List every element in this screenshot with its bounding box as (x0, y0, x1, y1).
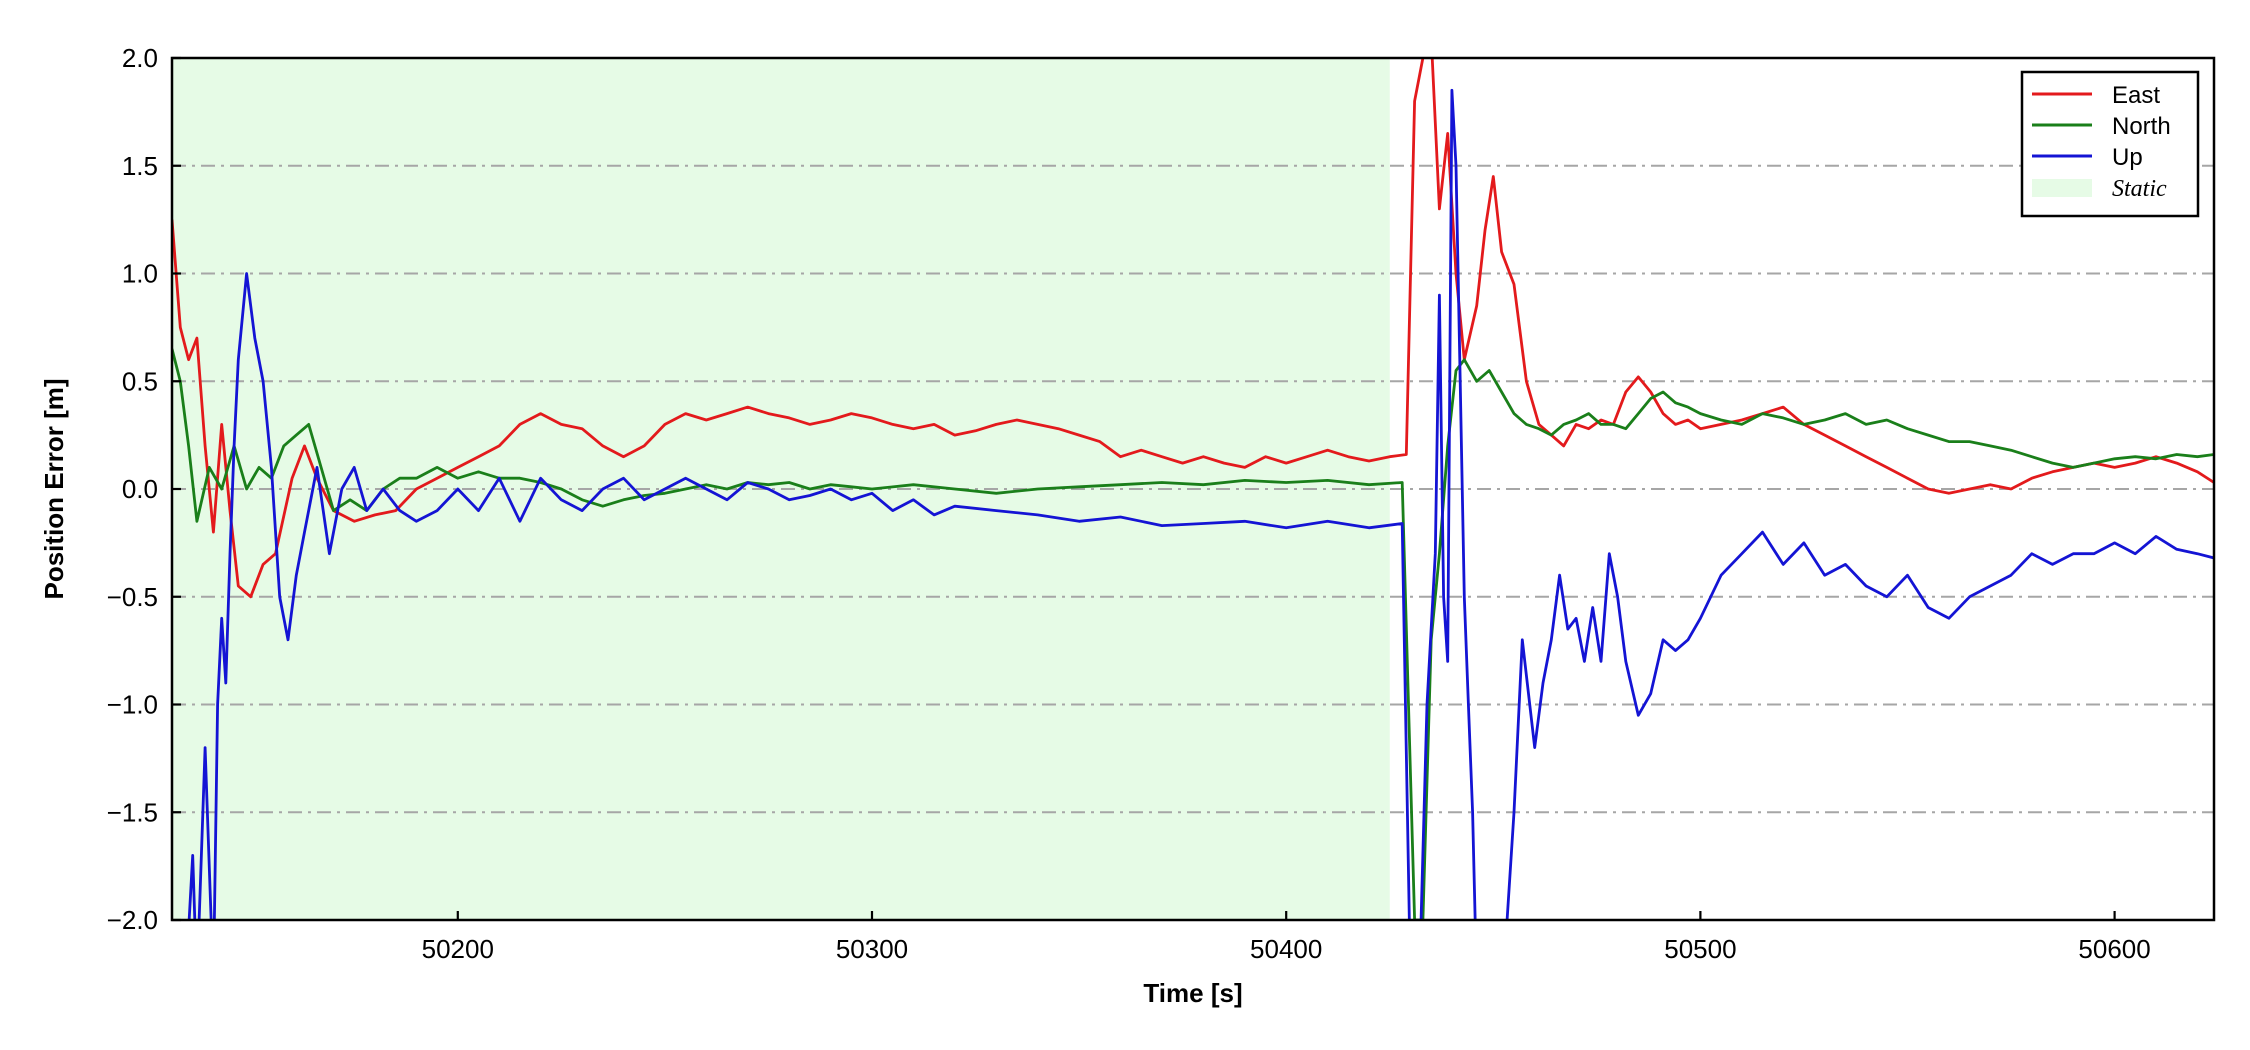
x-tick-label-2: 50400 (1250, 934, 1322, 964)
series-up-line (187, 88, 2214, 920)
x-tick-label-1: 50300 (836, 934, 908, 964)
y-tick-label-1: −1.5 (107, 797, 158, 827)
legend-static-swatch (2032, 179, 2092, 197)
series-north-line (172, 348, 2214, 920)
legend-east-label: East (2112, 82, 2160, 109)
y-tick-label-6: 1.0 (122, 259, 158, 289)
y-tick-label-3: −0.5 (107, 582, 158, 612)
y-tick-label-5: 0.5 (122, 366, 158, 396)
series-layer (172, 58, 2214, 920)
y-tick-label-0: −2.0 (107, 905, 158, 935)
y-tick-label-2: −1.0 (107, 690, 158, 720)
y-axis-title: Position Error [m] (39, 378, 69, 599)
legend-north-label: North (2112, 113, 2171, 140)
static-region-layer (172, 58, 1390, 920)
y-tick-label-4: 0.0 (122, 474, 158, 504)
x-tick-label-3: 50500 (1664, 934, 1736, 964)
y-tick-label-8: 2.0 (122, 43, 158, 73)
x-tick-label-0: 50200 (422, 934, 494, 964)
y-tick-label-7: 1.5 (122, 151, 158, 181)
x-axis-title: Time [s] (1143, 978, 1242, 1008)
x-tick-label-4: 50600 (2078, 934, 2150, 964)
legend-up-label: Up (2112, 144, 2143, 171)
series-east-line (172, 58, 2214, 599)
legend-static-label: Static (2112, 176, 2167, 202)
grid-layer (172, 164, 2214, 814)
static-region (172, 58, 1390, 920)
legend: East North Up Static (2020, 70, 2200, 218)
tick-layer: 50200 50300 50400 50500 50600 −2.0 −1.5 −1.0 −0.… (107, 43, 2151, 964)
